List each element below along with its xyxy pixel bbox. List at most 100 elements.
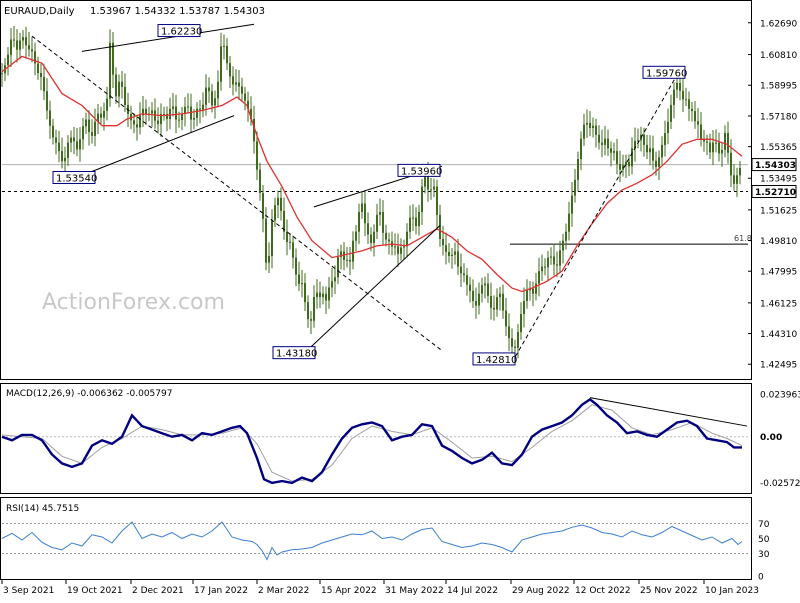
trend-line (31, 35, 443, 352)
candle-body (274, 205, 276, 221)
candle-body (253, 118, 255, 142)
candle-body (538, 271, 540, 284)
candle-body (421, 186, 423, 212)
candle-body (691, 108, 693, 112)
candle-body (316, 292, 318, 298)
candle-body (535, 283, 537, 294)
candle-body (166, 113, 168, 119)
candle-body (193, 117, 195, 120)
candle-body (187, 106, 189, 108)
candle-body (703, 138, 705, 142)
candle-body (514, 346, 516, 348)
candle-body (589, 122, 591, 128)
candle-body (379, 211, 381, 215)
candle-body (577, 159, 579, 180)
sma-line (1, 55, 743, 293)
candle-body (205, 87, 207, 105)
candle-body (427, 175, 429, 190)
candle-body (706, 141, 708, 143)
chart-header-symbol: EURAUD,Daily (4, 6, 75, 17)
candle-body (97, 113, 99, 122)
candle-body (85, 119, 87, 127)
candle-body (397, 246, 399, 254)
candle-body (664, 133, 666, 145)
price-ytick-label: 1.55365 (760, 143, 797, 153)
candle-body (220, 46, 222, 82)
candle-body (448, 252, 450, 256)
candle-body (694, 111, 696, 122)
candle-body (724, 133, 726, 150)
macd-trend-line (589, 397, 748, 427)
candle-body (607, 138, 609, 149)
price-level-tag (751, 185, 797, 199)
candle-body (400, 247, 402, 254)
pivot-label: 1.53540 (56, 173, 97, 184)
xtick-label: 2 Mar 2022 (258, 586, 309, 596)
candle-body (364, 203, 366, 224)
candle-body (727, 133, 729, 153)
price-level-tag (751, 158, 797, 172)
candle-body (346, 259, 348, 261)
candle-body (673, 89, 675, 105)
candle-body (262, 193, 264, 219)
candle-body (595, 125, 597, 135)
candle-body (301, 283, 303, 285)
candle-body (94, 121, 96, 136)
candle-body (172, 106, 174, 109)
candle-body (460, 266, 462, 274)
candle-body (295, 257, 297, 275)
rsi-label: RSI(14) 45.7515 (6, 504, 79, 514)
candle-body (13, 39, 15, 41)
candle-body (100, 113, 102, 118)
candle-body (382, 211, 384, 233)
candle-body (559, 250, 561, 266)
candle-body (655, 160, 657, 167)
candle-body (658, 157, 660, 167)
xtick-label: 25 Nov 2022 (640, 586, 698, 596)
candle-body (730, 152, 732, 176)
candle-body (256, 141, 258, 170)
candle-body (511, 338, 513, 347)
candle-body (64, 157, 66, 162)
candle-body (409, 217, 411, 232)
candle-body (439, 214, 441, 240)
candle-body (229, 63, 231, 77)
candle-body (424, 175, 426, 187)
candle-body (112, 42, 114, 75)
pivot-label: 1.42810 (476, 355, 517, 366)
candle-body (412, 217, 414, 219)
candle-body (625, 161, 627, 166)
candle-body (484, 283, 486, 286)
price-ytick-label: 1.44310 (760, 330, 797, 340)
candle-body (586, 122, 588, 125)
candle-body (508, 326, 510, 339)
candle-body (73, 137, 75, 142)
candle-body (457, 251, 459, 267)
candle-body (355, 231, 357, 241)
candle-body (46, 91, 48, 111)
candle-body (190, 106, 192, 120)
macd-line (1, 397, 742, 485)
xtick-label: 19 Oct 2021 (67, 586, 123, 596)
candle-body (583, 124, 585, 139)
candle-body (277, 197, 279, 206)
candle-body (571, 195, 573, 214)
candle-body (163, 113, 165, 115)
candle-body (28, 45, 30, 50)
candle-body (289, 241, 291, 243)
candle-body (736, 175, 738, 184)
candle-body (226, 45, 228, 64)
price-ytick-label: 1.58995 (760, 82, 797, 92)
candle-body (739, 168, 741, 176)
candle-body (613, 151, 615, 153)
pivot-tag (52, 170, 96, 184)
candle-body (151, 110, 153, 114)
candle-body (445, 245, 447, 252)
candle-body (688, 99, 690, 109)
candle-body (469, 284, 471, 291)
candle-body (556, 264, 558, 266)
candle-body (526, 290, 528, 302)
candle-body (10, 39, 12, 55)
